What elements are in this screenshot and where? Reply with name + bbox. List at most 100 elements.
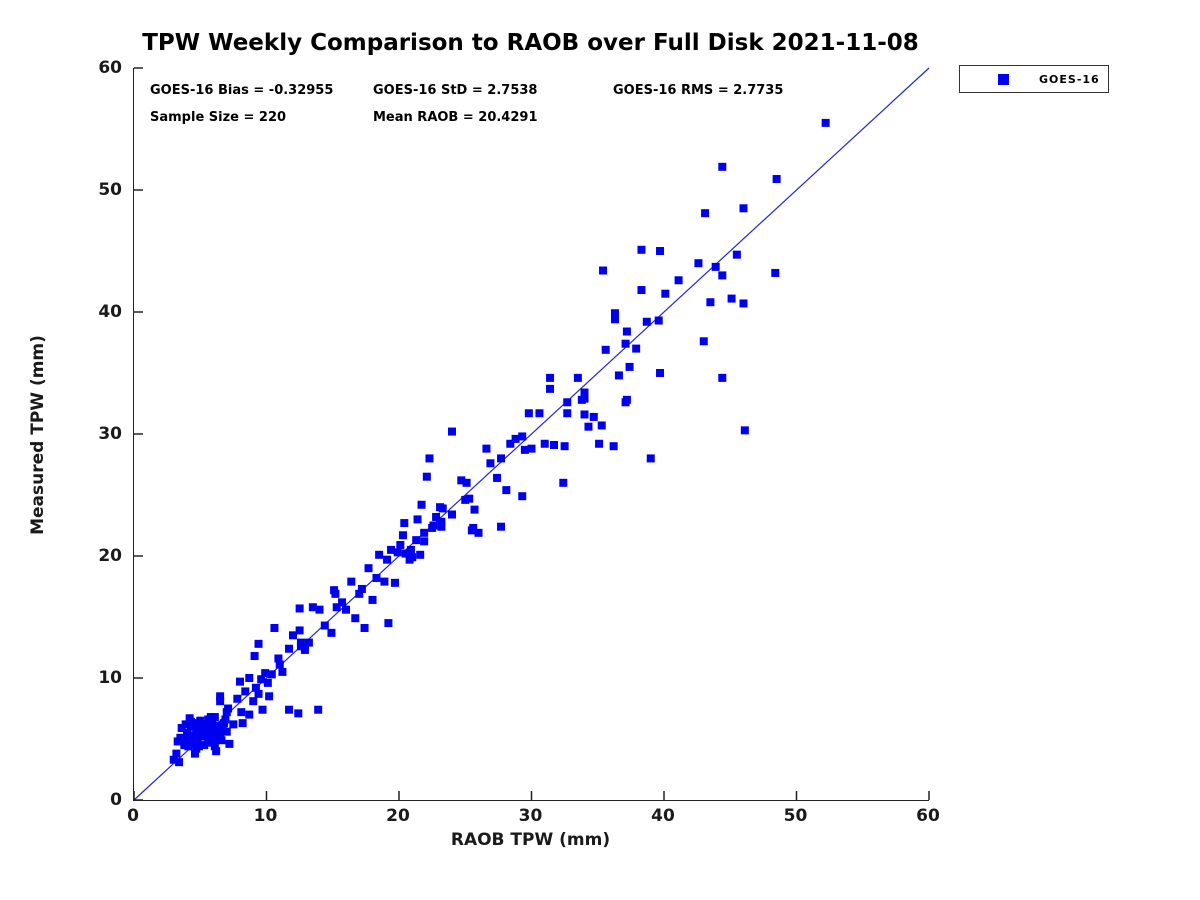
scatter-point bbox=[584, 422, 593, 431]
scatter-point bbox=[422, 472, 431, 481]
scatter-point bbox=[261, 669, 270, 678]
scatter-point bbox=[546, 373, 555, 382]
legend-box: GOES-16 bbox=[959, 65, 1109, 93]
scatter-point bbox=[320, 621, 329, 630]
scatter-point bbox=[711, 262, 720, 271]
scatter-point bbox=[406, 545, 415, 554]
scatter-point bbox=[637, 245, 646, 254]
scatter-point bbox=[274, 654, 283, 663]
scatter-plot bbox=[133, 67, 930, 801]
scatter-point bbox=[622, 327, 631, 336]
scatter-point bbox=[694, 259, 703, 268]
scatter-point bbox=[222, 727, 231, 736]
scatter-point bbox=[331, 589, 340, 598]
scatter-point bbox=[457, 476, 466, 485]
scatter-point bbox=[254, 689, 263, 698]
scatter-point bbox=[625, 362, 634, 371]
y-axis-label: Measured TPW (mm) bbox=[28, 335, 48, 535]
stat-sample-size: Sample Size = 220 bbox=[150, 110, 287, 125]
scatter-point bbox=[398, 531, 407, 540]
scatter-point bbox=[614, 371, 623, 380]
scatter-point bbox=[216, 697, 225, 706]
scatter-point bbox=[413, 515, 422, 524]
scatter-point bbox=[383, 555, 392, 564]
x-axis-label: RAOB TPW (mm) bbox=[450, 830, 611, 850]
scatter-point bbox=[772, 175, 781, 184]
scatter-point bbox=[632, 344, 641, 353]
scatter-point bbox=[245, 710, 254, 719]
scatter-point bbox=[295, 604, 304, 613]
scatter-point bbox=[172, 749, 181, 758]
scatter-point bbox=[204, 738, 213, 747]
scatter-point bbox=[183, 728, 191, 737]
scatter-point bbox=[412, 536, 421, 545]
scatter-point bbox=[461, 495, 470, 504]
scatter-point bbox=[432, 512, 441, 521]
scatter-point bbox=[425, 454, 434, 463]
scatter-point bbox=[821, 118, 830, 127]
y-tick-label: 0 bbox=[110, 790, 122, 810]
scatter-point bbox=[355, 589, 364, 598]
scatter-point bbox=[237, 708, 246, 717]
scatter-point bbox=[469, 523, 478, 532]
scatter-point bbox=[740, 426, 749, 435]
scatter-point bbox=[206, 713, 215, 722]
scatter-point bbox=[621, 339, 630, 348]
scatter-point bbox=[229, 720, 238, 729]
scatter-point bbox=[360, 623, 369, 632]
scatter-point bbox=[654, 316, 663, 325]
scatter-point bbox=[622, 395, 631, 404]
scatter-point bbox=[520, 445, 529, 454]
scatter-point bbox=[420, 537, 429, 546]
scatter-point bbox=[563, 409, 572, 418]
scatter-point bbox=[646, 454, 655, 463]
scatter-point bbox=[175, 758, 184, 767]
scatter-point bbox=[580, 394, 589, 403]
scatter-point bbox=[601, 345, 610, 354]
scatter-point bbox=[661, 289, 670, 298]
scatter-point bbox=[610, 309, 619, 318]
scatter-point bbox=[595, 439, 604, 448]
scatter-point bbox=[470, 505, 479, 514]
scatter-point bbox=[364, 564, 373, 573]
scatter-point bbox=[372, 573, 381, 582]
scatter-point bbox=[285, 644, 294, 653]
chart-title: TPW Weekly Comparison to RAOB over Full … bbox=[142, 30, 919, 56]
scatter-point bbox=[701, 209, 710, 218]
scatter-point bbox=[527, 444, 536, 453]
scatter-point bbox=[437, 517, 446, 526]
scatter-point bbox=[214, 727, 223, 736]
y-tick-label: 20 bbox=[98, 546, 122, 566]
scatter-point bbox=[674, 276, 683, 285]
scatter-point bbox=[169, 755, 178, 764]
scatter-point bbox=[270, 623, 279, 632]
scatter-point bbox=[637, 286, 646, 295]
scatter-point bbox=[540, 439, 549, 448]
scatter-point bbox=[656, 247, 665, 255]
scatter-point bbox=[400, 519, 409, 528]
y-tick-label: 50 bbox=[98, 180, 122, 200]
scatter-point bbox=[428, 523, 437, 532]
scatter-point bbox=[368, 595, 377, 604]
scatter-point bbox=[560, 442, 569, 451]
scatter-point bbox=[718, 373, 727, 382]
scatter-point bbox=[739, 204, 748, 213]
scatter-point bbox=[308, 603, 317, 612]
scatter-point bbox=[254, 639, 263, 648]
scatter-point bbox=[497, 454, 506, 463]
y-tick-label: 30 bbox=[98, 424, 122, 444]
scatter-point bbox=[589, 412, 598, 421]
scatter-point bbox=[275, 660, 284, 669]
scatter-point bbox=[506, 439, 515, 448]
x-tick-label: 0 bbox=[127, 806, 139, 826]
stat-rms: GOES-16 RMS = 2.7735 bbox=[613, 83, 784, 98]
scatter-point bbox=[511, 434, 520, 443]
scatter-point bbox=[196, 716, 205, 725]
scatter-point bbox=[236, 677, 244, 686]
scatter-point bbox=[251, 683, 260, 692]
scatter-point bbox=[396, 541, 405, 550]
legend-series-label: GOES-16 bbox=[1039, 72, 1100, 86]
scatter-point bbox=[408, 553, 417, 562]
scatter-point bbox=[486, 459, 495, 468]
